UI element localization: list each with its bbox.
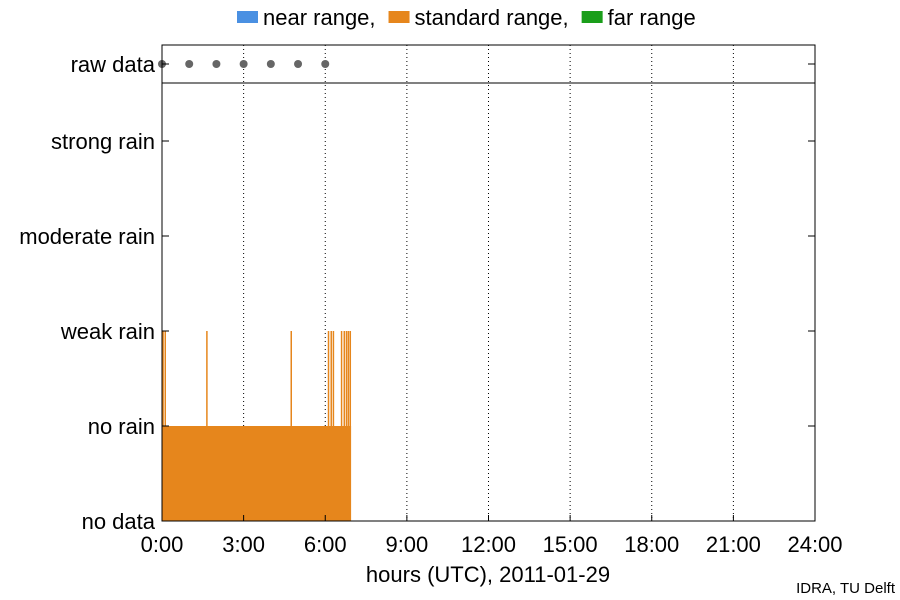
bar-layer <box>162 331 352 521</box>
y-tick-label-4: strong rain <box>51 129 155 154</box>
raw-data-markers <box>158 60 330 68</box>
x-axis: 0:00 3:00 6:00 9:00 12:00 15:00 18:00 21:00 24:0… <box>141 515 843 557</box>
y-tick-label-1: no rain <box>88 414 155 439</box>
x-tick-label-6: 18:00 <box>624 532 679 557</box>
x-tick-label-3: 9:00 <box>385 532 428 557</box>
legend-label-0: near range, <box>263 5 376 30</box>
raw-data-point-2 <box>212 60 221 68</box>
legend-label-2: far range <box>608 5 696 30</box>
legend-swatch-0 <box>237 11 258 23</box>
bar-segment-0 <box>162 426 352 521</box>
raw-data-point-3 <box>239 60 248 68</box>
x-tick-label-8: 24:00 <box>787 532 842 557</box>
x-axis-label: hours (UTC), 2011-01-29 <box>366 562 610 587</box>
legend-label-1: standard range, <box>415 5 569 30</box>
raw-data-point-6 <box>321 60 330 68</box>
x-tick-label-7: 21:00 <box>706 532 761 557</box>
legend-swatch-2 <box>581 11 603 23</box>
x-tick-label-1: 3:00 <box>222 532 265 557</box>
credit-label: IDRA, TU Delft <box>796 580 896 597</box>
x-tick-label-2: 6:00 <box>304 532 347 557</box>
legend-swatch-1 <box>388 11 410 23</box>
raw-data-point-1 <box>185 60 194 68</box>
y-axis: no data no rain weak rain moderate rain stro… <box>19 52 815 534</box>
raw-data-point-4 <box>266 60 275 68</box>
chart-legend: near range, standard range, far range <box>237 5 696 30</box>
x-tick-label-0: 0:00 <box>141 532 184 557</box>
x-tick-label-4: 12:00 <box>461 532 516 557</box>
y-tick-label-5: raw data <box>71 52 156 77</box>
y-tick-label-0: no data <box>82 509 156 534</box>
raw-data-point-5 <box>294 60 303 68</box>
y-tick-label-3: moderate rain <box>19 224 155 249</box>
x-tick-label-5: 15:00 <box>543 532 598 557</box>
y-tick-label-2: weak rain <box>60 319 155 344</box>
